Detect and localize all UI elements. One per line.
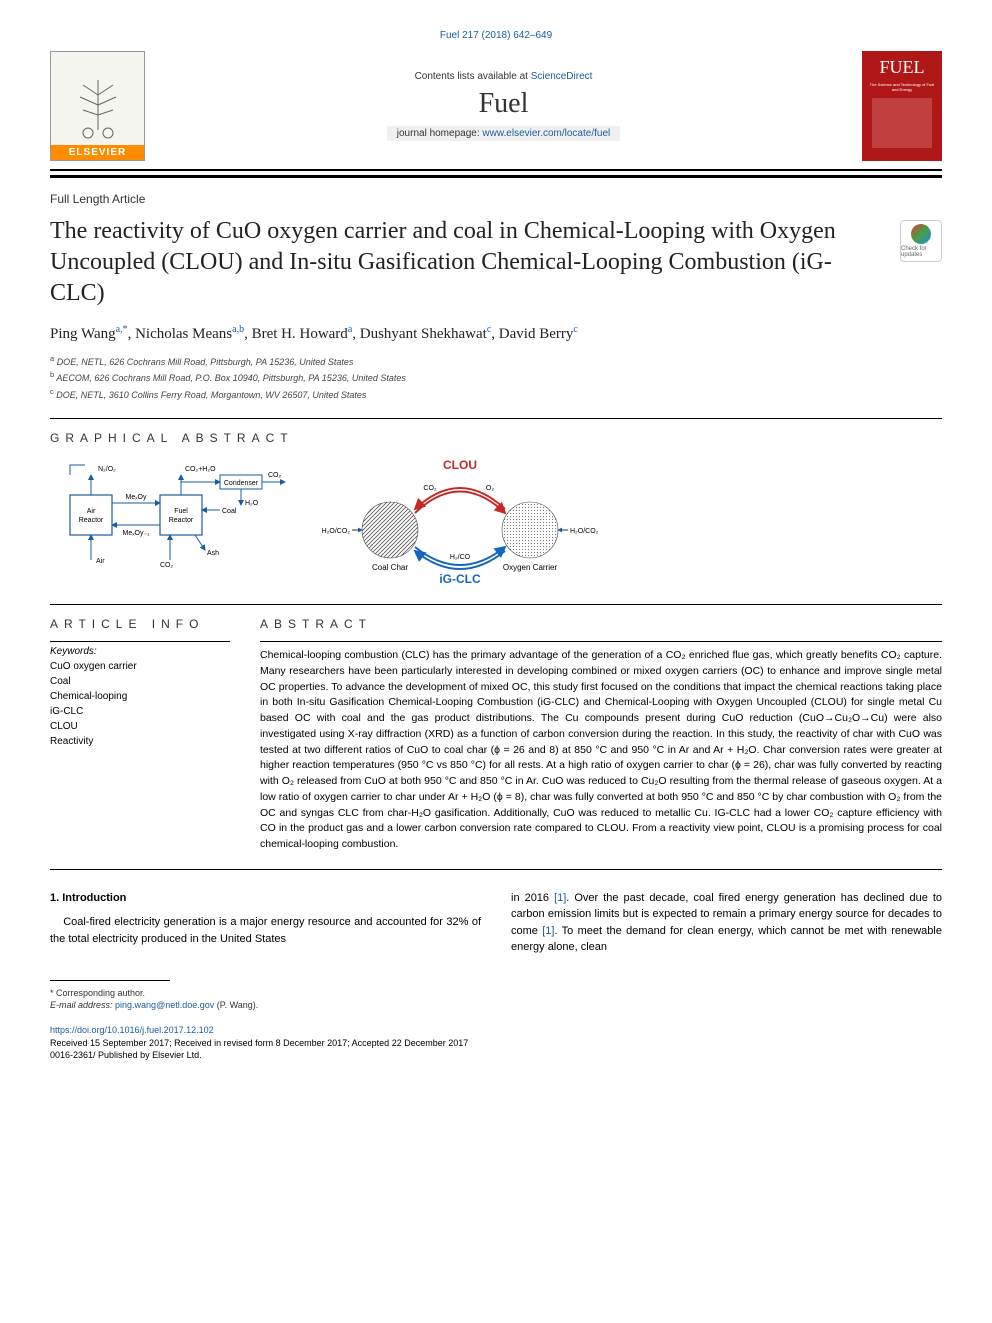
elsevier-wordmark: ELSEVIER bbox=[51, 145, 144, 160]
corresponding-author: * Corresponding author. bbox=[50, 987, 942, 1000]
clou-arc bbox=[415, 492, 505, 514]
author: David Berry bbox=[499, 326, 574, 342]
article-type: Full Length Article bbox=[50, 192, 942, 206]
email-label: E-mail address: bbox=[50, 1000, 115, 1010]
doi-link[interactable]: https://doi.org/10.1016/j.fuel.2017.12.1… bbox=[50, 1025, 214, 1035]
citation-reference: Fuel 217 (2018) 642–649 bbox=[50, 30, 942, 41]
svg-text:iG-CLC: iG-CLC bbox=[439, 572, 481, 585]
svg-text:Ash: Ash bbox=[207, 550, 219, 557]
keyword: Chemical-looping bbox=[50, 689, 230, 704]
svg-text:H₂O/CO₂: H₂O/CO₂ bbox=[322, 528, 351, 535]
oxygen-carrier-circle bbox=[502, 502, 558, 558]
journal-header: ELSEVIER Contents lists available at Sci… bbox=[50, 51, 942, 171]
cover-image bbox=[872, 98, 932, 148]
author: Bret H. Howard bbox=[252, 326, 348, 342]
footnote-rule bbox=[50, 980, 170, 981]
svg-text:O₂: O₂ bbox=[486, 485, 494, 492]
article-title: The reactivity of CuO oxygen carrier and… bbox=[50, 216, 880, 310]
crossmark-icon bbox=[911, 224, 931, 244]
air-reactor-box bbox=[70, 495, 112, 535]
svg-text:Condenser: Condenser bbox=[224, 480, 259, 487]
abstract-head: ABSTRACT bbox=[260, 617, 942, 631]
footnotes: * Corresponding author. E-mail address: … bbox=[50, 987, 942, 1012]
intro-heading: 1. Introduction bbox=[50, 890, 481, 907]
keywords-head: Keywords: bbox=[50, 641, 230, 657]
svg-text:Coal: Coal bbox=[222, 508, 237, 515]
coal-char-circle bbox=[362, 502, 418, 558]
keyword: CuO oxygen carrier bbox=[50, 659, 230, 674]
contents-available: Contents lists available at ScienceDirec… bbox=[415, 71, 593, 82]
keywords-list: CuO oxygen carrier Coal Chemical-looping… bbox=[50, 659, 230, 749]
email-suffix: (P. Wang). bbox=[214, 1000, 258, 1010]
crossmark-badge[interactable]: Check for updates bbox=[900, 220, 942, 262]
keyword: CLOU bbox=[50, 719, 230, 734]
svg-text:Oxygen Carrier: Oxygen Carrier bbox=[503, 563, 558, 572]
abstract-text: Chemical-looping combustion (CLC) has th… bbox=[260, 641, 942, 853]
doi-block: https://doi.org/10.1016/j.fuel.2017.12.1… bbox=[50, 1024, 942, 1062]
air-reactor-label: AirReactor bbox=[79, 508, 104, 524]
svg-text:CO₂: CO₂ bbox=[160, 562, 174, 569]
keyword: Reactivity bbox=[50, 734, 230, 749]
affil-sup[interactable]: c bbox=[487, 324, 491, 335]
email-link[interactable]: ping.wang@netl.doe.gov bbox=[115, 1000, 214, 1010]
citation-link[interactable]: [1] bbox=[542, 925, 554, 937]
graphical-abstract-svg: AirReactor FuelReactor Condenser MeₓOy M… bbox=[50, 455, 610, 585]
svg-text:CO₂: CO₂ bbox=[423, 485, 437, 492]
crossmark-label: Check for updates bbox=[901, 246, 941, 258]
svg-text:MeₓOy: MeₓOy bbox=[126, 494, 147, 501]
svg-text:H₂O: H₂O bbox=[245, 500, 259, 507]
author: Ping Wang bbox=[50, 326, 116, 342]
affil-sup[interactable]: a,* bbox=[116, 324, 128, 335]
affil-sup[interactable]: a,b bbox=[232, 324, 244, 335]
elsevier-logo: ELSEVIER bbox=[50, 51, 145, 161]
svg-text:Coal Char: Coal Char bbox=[372, 563, 408, 572]
received-line: Received 15 September 2017; Received in … bbox=[50, 1037, 942, 1050]
cover-title: FUEL bbox=[880, 57, 925, 78]
affiliations: a DOE, NETL, 626 Cochrans Mill Road, Pit… bbox=[50, 353, 942, 403]
body-columns: 1. Introduction Coal-fired electricity g… bbox=[50, 890, 942, 956]
svg-text:N₂/O₂: N₂/O₂ bbox=[98, 466, 116, 473]
journal-homepage: journal homepage: www.elsevier.com/locat… bbox=[387, 126, 620, 141]
svg-text:FuelReactor: FuelReactor bbox=[169, 508, 194, 524]
affil-sup[interactable]: c bbox=[573, 324, 577, 335]
citation-link[interactable]: [1] bbox=[554, 892, 566, 904]
graphical-abstract-head: GRAPHICAL ABSTRACT bbox=[50, 431, 942, 445]
divider bbox=[50, 604, 942, 605]
affiliation-a: DOE, NETL, 626 Cochrans Mill Road, Pitts… bbox=[57, 357, 354, 367]
journal-cover: FUEL The Science and Technology of Fuel … bbox=[862, 51, 942, 161]
affiliation-b: AECOM, 626 Cochrans Mill Road, P.O. Box … bbox=[56, 373, 406, 383]
intro-paragraph: Coal-fired electricity generation is a m… bbox=[50, 914, 481, 947]
divider bbox=[50, 418, 942, 419]
affil-sup[interactable]: a bbox=[348, 324, 352, 335]
svg-text:H₂/CO: H₂/CO bbox=[450, 554, 471, 561]
copyright-line: 0016-2361/ Published by Elsevier Ltd. bbox=[50, 1049, 942, 1062]
svg-text:CO₂+H₂O: CO₂+H₂O bbox=[185, 466, 216, 473]
svg-text:H₂O/CO₂: H₂O/CO₂ bbox=[570, 528, 599, 535]
elsevier-tree-icon bbox=[68, 75, 128, 145]
sciencedirect-link[interactable]: ScienceDirect bbox=[531, 71, 593, 82]
intro-paragraph: in 2016 [1]. Over the past decade, coal … bbox=[511, 890, 942, 956]
journal-title: Fuel bbox=[479, 88, 529, 120]
fuel-reactor-box bbox=[160, 495, 202, 535]
homepage-link[interactable]: www.elsevier.com/locate/fuel bbox=[482, 128, 610, 139]
keyword: iG-CLC bbox=[50, 704, 230, 719]
svg-text:Air: Air bbox=[96, 558, 105, 565]
graphical-abstract: AirReactor FuelReactor Condenser MeₓOy M… bbox=[50, 455, 942, 588]
affiliation-c: DOE, NETL, 3610 Collins Ferry Road, Morg… bbox=[56, 390, 366, 400]
authors-line: Ping Wanga,*, Nicholas Meansa,b, Bret H.… bbox=[50, 324, 942, 343]
author: Dushyant Shekhawat bbox=[360, 326, 487, 342]
author: Nicholas Means bbox=[135, 326, 232, 342]
divider bbox=[50, 869, 942, 870]
cover-subtitle: The Science and Technology of Fuel and E… bbox=[868, 82, 936, 92]
keyword: Coal bbox=[50, 674, 230, 689]
article-info-head: ARTICLE INFO bbox=[50, 617, 230, 631]
svg-text:CLOU: CLOU bbox=[443, 458, 477, 472]
svg-text:CO₂: CO₂ bbox=[268, 472, 282, 479]
svg-text:MeₓOy₋₁: MeₓOy₋₁ bbox=[122, 530, 150, 537]
header-rule bbox=[50, 175, 942, 178]
